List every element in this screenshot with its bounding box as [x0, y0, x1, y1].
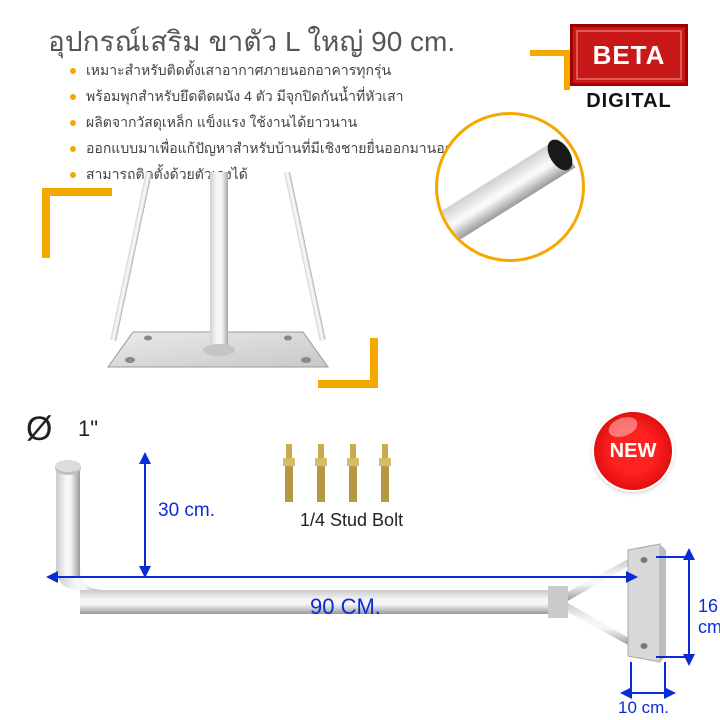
dim-line	[664, 662, 666, 692]
bullet-dot-icon	[70, 146, 76, 152]
dim-line	[144, 460, 146, 570]
dim-plate-h-label: 16cm.	[698, 596, 720, 638]
bullet-item: เหมาะสำหรับติดตั้งเสาอากาศภายนอกอาคารทุก…	[70, 60, 496, 82]
corner-bracket-icon	[530, 50, 570, 90]
dim-arrow-icon	[139, 452, 151, 464]
dim-vertical-label: 30 cm.	[158, 500, 215, 522]
logo-sub-text: DIGITAL	[570, 90, 688, 113]
logo-brand-text: BETA	[593, 40, 666, 71]
pipe-end-zoom	[435, 112, 585, 262]
bullet-text: ผลิตจากวัสดุเหล็ก แข็งแรง ใช้งานได้ยาวนา…	[86, 112, 357, 134]
product-title: อุปกรณ์เสริม ขาตัว L ใหญ่ 90 cm.	[48, 20, 455, 64]
dim-line	[688, 556, 690, 656]
dim-line	[630, 692, 666, 694]
bullet-item: ผลิตจากวัสดุเหล็ก แข็งแรง ใช้งานได้ยาวนา…	[70, 112, 496, 134]
dim-horizontal-label: 90 CM.	[310, 594, 381, 620]
bullet-dot-icon	[70, 68, 76, 74]
mount-base-image	[68, 172, 368, 392]
dim-line	[56, 576, 628, 578]
bullet-text: ออกแบบมาเพื่อแก้ปัญหาสำหรับบ้านที่มีเชิง…	[86, 138, 496, 160]
bullet-text: พร้อมพุกสำหรับยึดติดผนัง 4 ตัว มีจุกปิดก…	[86, 86, 404, 108]
dim-line	[656, 656, 690, 658]
l-bracket-diagram	[0, 390, 720, 720]
dim-arrow-icon	[683, 548, 695, 560]
bullet-dot-icon	[70, 94, 76, 100]
feature-bullets: เหมาะสำหรับติดตั้งเสาอากาศภายนอกอาคารทุก…	[70, 60, 496, 190]
bullet-text: เหมาะสำหรับติดตั้งเสาอากาศภายนอกอาคารทุก…	[86, 60, 391, 82]
bullet-item: พร้อมพุกสำหรับยึดติดผนัง 4 ตัว มีจุกปิดก…	[70, 86, 496, 108]
bullet-item: ออกแบบมาเพื่อแก้ปัญหาสำหรับบ้านที่มีเชิง…	[70, 138, 496, 160]
dim-plate-w-label: 10 cm.	[618, 698, 669, 718]
dim-arrow-icon	[46, 571, 58, 583]
dim-line	[656, 556, 690, 558]
dim-arrow-icon	[626, 571, 638, 583]
logo-box: BETA	[570, 24, 688, 86]
dim-line	[630, 662, 632, 692]
brand-logo: BETA DIGITAL	[570, 24, 688, 113]
bullet-dot-icon	[70, 120, 76, 126]
